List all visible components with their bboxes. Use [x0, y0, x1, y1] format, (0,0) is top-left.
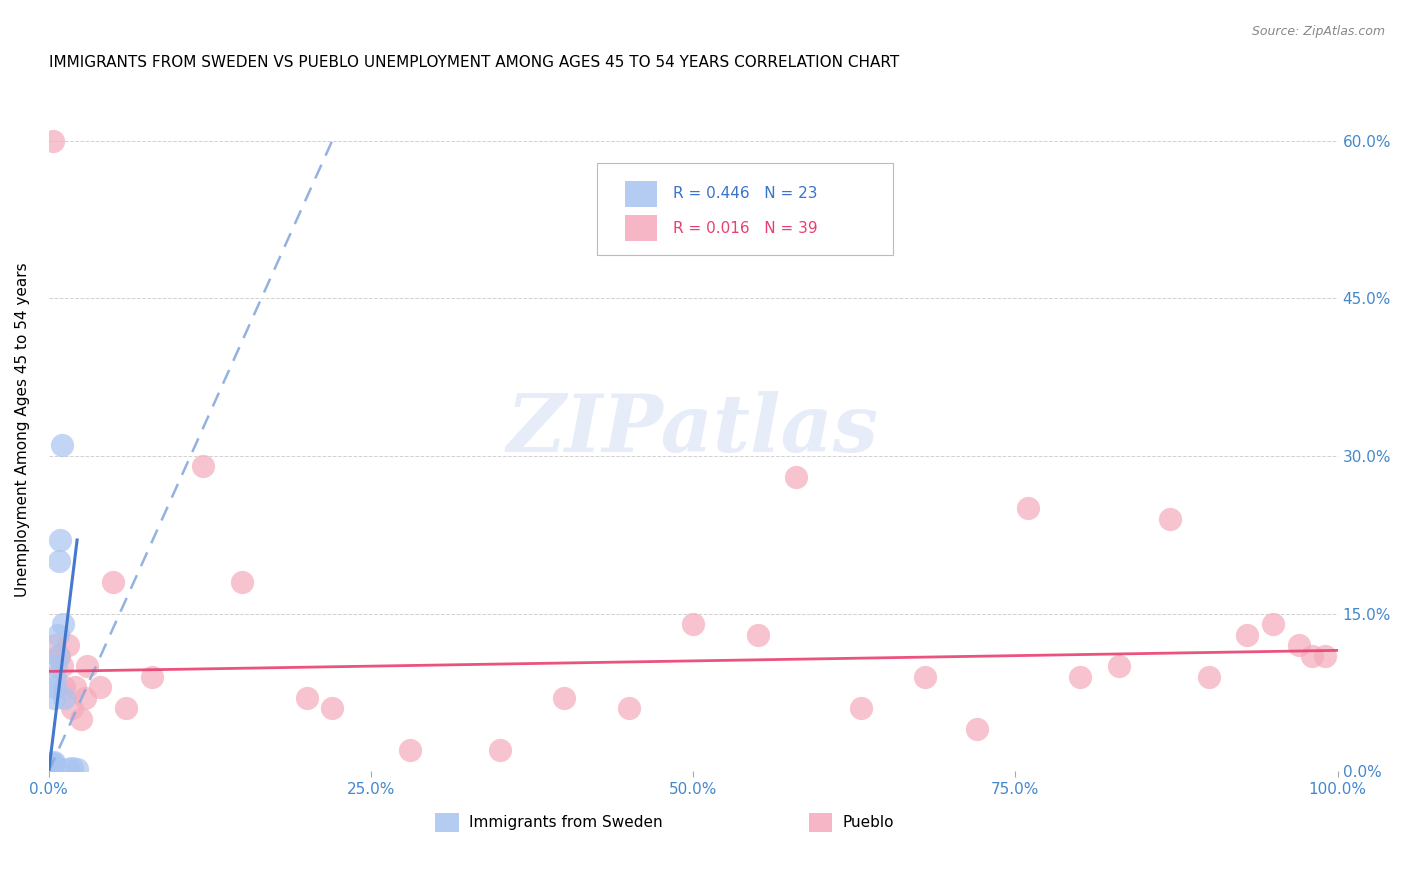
Point [48, 648, 70, 663]
Point [295, 690, 318, 705]
Point [1159, 512, 1181, 526]
Point [66, 762, 89, 776]
Point [849, 701, 872, 715]
Point [1017, 501, 1039, 516]
Point [103, 575, 125, 590]
Text: Pueblo: Pueblo [842, 815, 894, 830]
Bar [624, 181, 657, 207]
Point [49, 533, 72, 547]
Point [44, 670, 66, 684]
Text: ZIPatlas: ZIPatlas [508, 391, 879, 468]
Point [51, 438, 73, 452]
Point [41, 758, 63, 772]
Point [60, 701, 83, 715]
Point [44, 638, 66, 652]
Point [1108, 659, 1130, 673]
Text: R = 0.446   N = 23: R = 0.446 N = 23 [672, 186, 817, 202]
Point [914, 670, 936, 684]
Point [46, 627, 69, 641]
Point [1301, 648, 1323, 663]
Point [1069, 670, 1091, 684]
Point [489, 743, 512, 757]
Point [1288, 638, 1310, 652]
Point [56, 638, 79, 652]
Point [553, 690, 575, 705]
Point [41, 759, 63, 773]
Point [56, 762, 79, 776]
FancyBboxPatch shape [596, 163, 893, 255]
Point [41, 756, 63, 771]
Point [747, 627, 769, 641]
Text: Source: ZipAtlas.com: Source: ZipAtlas.com [1251, 25, 1385, 38]
Text: IMMIGRANTS FROM SWEDEN VS PUEBLO UNEMPLOYMENT AMONG AGES 45 TO 54 YEARS CORRELAT: IMMIGRANTS FROM SWEDEN VS PUEBLO UNEMPLO… [49, 55, 898, 70]
Point [41, 134, 63, 148]
Point [89, 680, 111, 694]
Point [76, 659, 98, 673]
Point [41, 756, 63, 770]
Bar [436, 813, 458, 832]
Point [115, 701, 138, 715]
Point [617, 701, 640, 715]
Point [45, 659, 67, 673]
Point [63, 680, 86, 694]
Point [39, 759, 62, 773]
Point [1198, 670, 1220, 684]
Point [53, 680, 76, 694]
Point [73, 690, 96, 705]
Point [321, 701, 343, 715]
Point [44, 680, 66, 694]
Point [1236, 627, 1258, 641]
Point [70, 712, 93, 726]
Bar [810, 813, 832, 832]
Point [39, 761, 62, 775]
Point [60, 761, 83, 775]
Point [682, 617, 704, 632]
Point [52, 617, 75, 632]
Point [39, 760, 62, 774]
Point [38, 762, 60, 776]
Point [51, 659, 73, 673]
Point [42, 690, 65, 705]
Text: R = 0.016   N = 39: R = 0.016 N = 39 [672, 220, 817, 235]
Point [42, 755, 65, 769]
Point [46, 648, 69, 663]
Bar [624, 215, 657, 241]
Point [141, 670, 163, 684]
Point [1263, 617, 1285, 632]
Point [231, 575, 253, 590]
Point [1313, 648, 1336, 663]
Text: Immigrants from Sweden: Immigrants from Sweden [470, 815, 662, 830]
Point [398, 743, 420, 757]
Point [785, 470, 807, 484]
Point [48, 554, 70, 568]
Point [193, 459, 215, 474]
Point [966, 723, 988, 737]
Point [53, 690, 76, 705]
Y-axis label: Unemployment Among Ages 45 to 54 years: Unemployment Among Ages 45 to 54 years [15, 262, 30, 597]
